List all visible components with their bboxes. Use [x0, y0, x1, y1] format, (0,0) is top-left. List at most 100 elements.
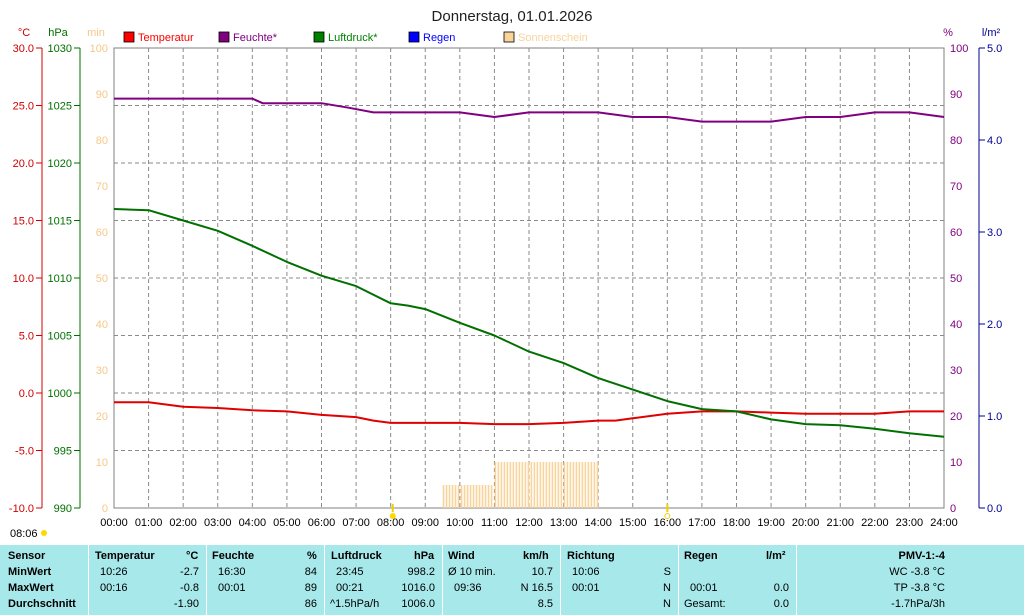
- humidity-axis-tick: 100: [950, 43, 968, 55]
- min-press-value: 998.2: [407, 566, 435, 578]
- rain-axis-tick: 5.0: [987, 43, 1002, 55]
- humidity-unit-label: %: [943, 27, 953, 39]
- sunrise-legend-dot: [41, 530, 47, 536]
- sunshine-axis-tick: 90: [96, 89, 108, 101]
- header-pmv: PMV-1:-4: [898, 550, 945, 562]
- x-axis-tick: 15:00: [619, 517, 647, 529]
- rain-total-value: 0.0: [773, 598, 789, 610]
- row-label-min: MinWert: [8, 566, 52, 578]
- avg-temp-value: -1.90: [173, 598, 199, 610]
- sunrise-marker: [389, 513, 396, 519]
- x-axis-tick: 18:00: [723, 517, 751, 529]
- pmv-dewpoint: TP -3.8 °C: [893, 582, 945, 594]
- header-humidity: Feuchte: [212, 550, 255, 562]
- rain-unit-label: l/m²: [982, 27, 1001, 39]
- avg-dir-value: N: [663, 598, 671, 610]
- header-rain: Regen: [684, 550, 718, 562]
- temp-axis-tick: 0.0: [19, 388, 34, 400]
- humidity-axis-tick: 50: [950, 273, 962, 285]
- header-temperature: Temperatur: [95, 550, 155, 562]
- avg-hum-value: 86: [304, 598, 317, 610]
- header-pressure: Luftdruck: [331, 550, 382, 562]
- row-label-max: MaxWert: [8, 582, 54, 594]
- divider: [88, 545, 89, 615]
- sunshine-axis-tick: 40: [96, 319, 108, 331]
- header-wind-unit: km/h: [523, 550, 549, 562]
- legend-swatch: [503, 31, 515, 43]
- header-pressure-unit: hPa: [414, 550, 435, 562]
- divider: [796, 545, 797, 615]
- pmv-windchill: WC -3.8 °C: [889, 566, 945, 578]
- min-temp-time: 10:26: [100, 566, 128, 578]
- x-axis-tick: 13:00: [550, 517, 578, 529]
- avg-press-value: 1006.0: [401, 598, 435, 610]
- header-wind: Wind: [448, 550, 475, 562]
- humidity-axis-tick: 20: [950, 411, 962, 423]
- x-axis-tick: 08:00: [377, 517, 405, 529]
- x-axis-tick: 10:00: [446, 517, 474, 529]
- rain-axis-tick: 0.0: [987, 503, 1002, 515]
- temp-axis-tick: 15.0: [13, 216, 34, 228]
- min-temp-value: -2.7: [180, 566, 199, 578]
- header-direction: Richtung: [567, 550, 615, 562]
- temp-axis-tick: 20.0: [13, 158, 34, 170]
- x-axis-tick: 02:00: [169, 517, 197, 529]
- avg-wind-value: 8.5: [537, 598, 553, 610]
- legend-swatch: [408, 31, 420, 43]
- min-press-time: 23:45: [336, 566, 364, 578]
- min-dir-value: S: [663, 566, 671, 578]
- rain-axis-tick: 4.0: [987, 135, 1002, 147]
- legend-swatch: [313, 31, 325, 43]
- x-axis-tick: 21:00: [826, 517, 854, 529]
- sunshine-axis-tick: 20: [96, 411, 108, 423]
- pressure-axis-tick: 995: [54, 446, 72, 458]
- divider: [442, 545, 443, 615]
- x-axis-tick: 22:00: [861, 517, 889, 529]
- max-hum-value: 89: [304, 582, 317, 594]
- statistics-panel: Sensor Temperatur °C Feuchte % Luftdruck…: [0, 545, 1024, 615]
- x-axis-tick: 19:00: [757, 517, 785, 529]
- time-marker-label: 08:06: [10, 528, 38, 540]
- x-axis-tick: 09:00: [411, 517, 439, 529]
- avg-press-trend: ^1.5hPa/h: [330, 598, 380, 610]
- max-dir-value: N: [663, 582, 671, 594]
- rain-axis-tick: 1.0: [987, 411, 1002, 423]
- divider: [206, 545, 207, 615]
- legend-swatch: [123, 31, 135, 43]
- x-axis-tick: 23:00: [896, 517, 924, 529]
- series-line-luftdruck: [113, 208, 945, 438]
- sunshine-axis-tick: 100: [90, 43, 108, 55]
- divider: [678, 545, 679, 615]
- max-rain-value: 0.0: [773, 582, 789, 594]
- divider: [560, 545, 561, 615]
- legend-label: Regen: [423, 32, 455, 44]
- temp-axis-tick: 25.0: [13, 101, 34, 113]
- humidity-axis-tick: 0: [950, 503, 956, 515]
- pmv-pressure-trend: -1.7hPa/3h: [891, 598, 945, 610]
- x-axis-tick: 00:00: [100, 517, 128, 529]
- humidity-axis-tick: 80: [950, 135, 962, 147]
- header-rain-unit: l/m²: [766, 550, 786, 562]
- rain-axis-tick: 3.0: [987, 227, 1002, 239]
- x-axis-tick: 03:00: [204, 517, 232, 529]
- max-wind-time: 09:36: [454, 582, 482, 594]
- sunset-marker: [664, 513, 671, 519]
- humidity-axis-tick: 30: [950, 365, 962, 377]
- humidity-axis-tick: 60: [950, 227, 962, 239]
- pressure-axis-tick: 1025: [48, 101, 72, 113]
- max-press-time: 00:21: [336, 582, 364, 594]
- legend-label: Sonnenschein: [518, 32, 588, 44]
- x-axis-tick: 07:00: [342, 517, 370, 529]
- sunshine-axis-tick: 50: [96, 273, 108, 285]
- sunshine-axis-tick: 0: [102, 503, 108, 515]
- x-axis-tick: 01:00: [135, 517, 163, 529]
- sunshine-axis-tick: 60: [96, 227, 108, 239]
- humidity-axis-tick: 10: [950, 457, 962, 469]
- humidity-axis-tick: 70: [950, 181, 962, 193]
- x-axis-tick: 17:00: [688, 517, 716, 529]
- rain-axis-tick: 2.0: [987, 319, 1002, 331]
- legend-label: Temperatur: [138, 32, 194, 44]
- x-axis-tick: 05:00: [273, 517, 301, 529]
- pressure-axis-tick: 1010: [48, 273, 72, 285]
- max-press-value: 1016.0: [401, 582, 435, 594]
